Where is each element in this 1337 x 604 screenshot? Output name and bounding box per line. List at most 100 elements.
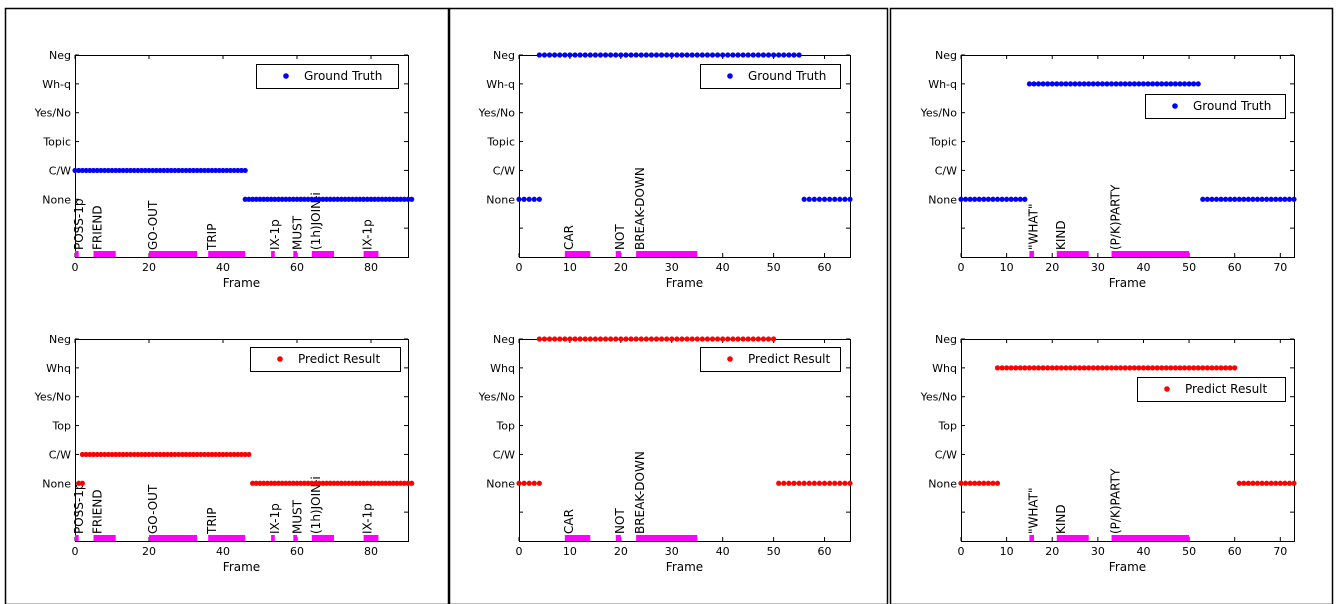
data-point <box>1200 365 1206 371</box>
data-point <box>541 336 548 342</box>
gloss-bar <box>293 535 297 541</box>
data-point <box>83 167 89 174</box>
gloss-label: TRIP <box>205 224 219 251</box>
data-point <box>353 480 359 486</box>
data-point <box>1159 81 1165 87</box>
data-point <box>124 451 130 458</box>
data-point <box>1195 365 1201 371</box>
data-point <box>1191 81 1197 87</box>
data-point <box>781 52 787 58</box>
gloss-label: POSS-1p <box>72 199 86 251</box>
gloss-label: (1h)JOIN-i <box>309 476 323 534</box>
gloss-bar <box>363 535 379 541</box>
y-tick-label: Topic <box>486 136 515 149</box>
data-point <box>715 336 721 342</box>
y-tick-label: Yes/No <box>34 107 72 120</box>
data-point <box>1031 81 1037 87</box>
data-point <box>238 451 245 458</box>
data-point <box>1040 365 1046 371</box>
data-point <box>246 196 252 202</box>
data-point <box>264 480 270 486</box>
data-point <box>216 451 222 458</box>
legend-frame <box>700 347 841 372</box>
data-point <box>771 336 777 342</box>
data-point <box>536 196 542 202</box>
data-point <box>999 365 1005 371</box>
data-point <box>791 52 797 58</box>
data-point <box>684 336 690 342</box>
data-point <box>153 451 159 458</box>
data-point <box>582 52 588 58</box>
data-point <box>1254 480 1261 486</box>
data-point <box>253 196 259 202</box>
plot-area-frame <box>961 55 1295 258</box>
gloss-label: CAR <box>562 225 576 250</box>
data-point <box>279 196 285 202</box>
data-point <box>187 451 193 458</box>
data-point <box>361 480 367 486</box>
x-tick-label: 10 <box>1000 261 1014 274</box>
data-point <box>1022 365 1028 371</box>
legend-label: Ground Truth <box>748 69 826 83</box>
data-point <box>623 336 629 342</box>
data-point <box>577 336 583 342</box>
data-point <box>1049 81 1055 87</box>
data-point <box>383 480 389 486</box>
data-point <box>257 480 263 486</box>
data-point <box>985 196 991 202</box>
data-point <box>1045 81 1051 87</box>
data-point <box>301 196 307 202</box>
data-point <box>194 451 200 458</box>
x-tick-label: 0 <box>72 261 79 274</box>
data-point <box>1058 81 1064 87</box>
data-point <box>1149 81 1156 87</box>
x-tick-label: 60 <box>1228 261 1242 274</box>
data-point <box>220 167 226 174</box>
data-point <box>1095 365 1101 371</box>
data-point <box>198 167 204 174</box>
x-tick-label: 60 <box>1228 545 1242 558</box>
gloss-label: GO-OUT <box>146 484 160 534</box>
x-axis-label: Frame <box>223 276 260 290</box>
x-tick-label: 30 <box>665 261 679 274</box>
plot-area-frame <box>961 339 1295 542</box>
data-point <box>172 167 178 174</box>
data-point <box>213 451 219 458</box>
data-point <box>962 196 969 202</box>
data-point <box>1086 81 1092 87</box>
data-point <box>235 451 241 458</box>
data-point <box>375 196 381 202</box>
data-point <box>1081 365 1087 371</box>
data-point <box>179 451 185 458</box>
data-point <box>806 480 812 486</box>
data-point <box>390 480 396 486</box>
data-point <box>338 196 344 202</box>
data-point <box>327 480 333 486</box>
data-point <box>1273 480 1279 486</box>
data-point <box>582 336 588 342</box>
data-point <box>205 451 211 458</box>
data-point <box>320 480 326 486</box>
data-point <box>837 196 843 202</box>
data-point <box>981 196 987 202</box>
data-point <box>357 196 363 202</box>
chart-panel: Neg Wh-q Yes/No Topic C/W None 0 10 20 30 40 50 60 Fr… <box>478 49 853 290</box>
data-point <box>638 52 644 58</box>
chart-panel: Neg Whq Yes/No Top C/W None 0 10 20 30 40 50 60 Frame… <box>478 333 853 574</box>
data-point <box>1218 196 1224 202</box>
data-point <box>1218 365 1224 371</box>
data-point <box>1131 81 1137 87</box>
data-point <box>338 480 344 486</box>
data-point <box>1291 480 1297 486</box>
data-point <box>976 480 982 486</box>
data-point <box>750 336 756 342</box>
legend: Ground Truth <box>256 64 399 89</box>
x-tick-label: 30 <box>1091 261 1105 274</box>
data-point <box>608 336 614 342</box>
gloss-label: BREAK-DOWN <box>633 451 647 534</box>
data-point <box>1063 81 1069 87</box>
data-point <box>847 196 853 202</box>
data-point <box>633 336 639 342</box>
data-point <box>116 167 122 174</box>
